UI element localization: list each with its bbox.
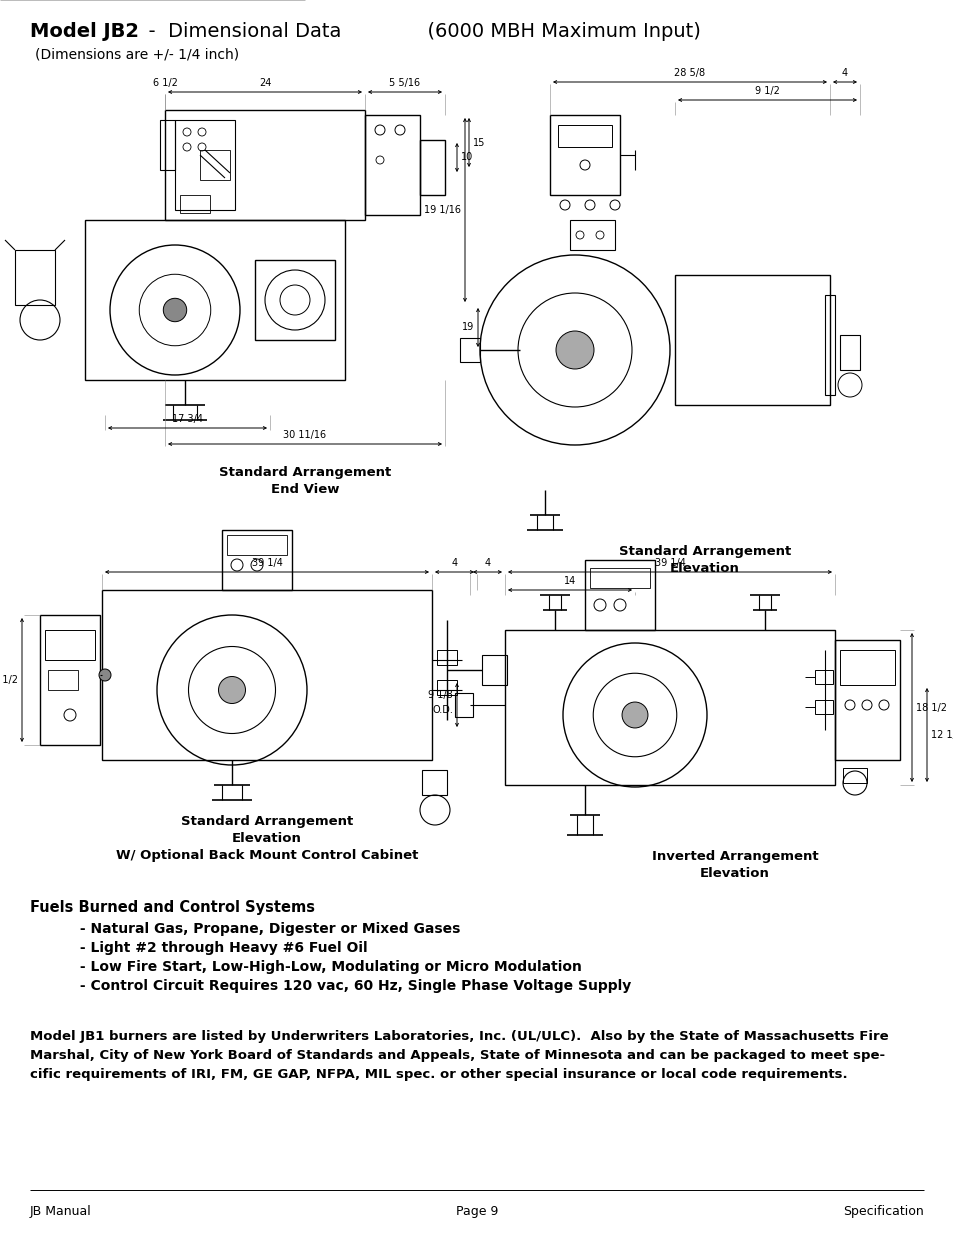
Bar: [200, 149, 230, 180]
Bar: [174, 120, 234, 210]
Bar: [558, 125, 612, 147]
Text: Model JB1 burners are listed by Underwriters Laboratories, Inc. (UL/ULC).  Also : Model JB1 burners are listed by Underwri…: [30, 1030, 887, 1044]
Text: - Low Fire Start, Low-High-Low, Modulating or Micro Modulation: - Low Fire Start, Low-High-Low, Modulati…: [75, 960, 581, 974]
Text: Standard Arrangement: Standard Arrangement: [181, 815, 353, 827]
Text: 5 5/16: 5 5/16: [389, 78, 420, 88]
Text: 28 5/8: 28 5/8: [674, 68, 705, 78]
Bar: [15, 249, 55, 305]
Text: Page 9: Page 9: [456, 1205, 497, 1218]
Bar: [584, 559, 655, 630]
Bar: [85, 220, 345, 380]
Text: 19 1/16: 19 1/16: [423, 205, 460, 215]
Bar: [254, 261, 335, 340]
Text: - Light #2 through Heavy #6 Fuel Oil: - Light #2 through Heavy #6 Fuel Oil: [75, 941, 367, 955]
Text: Standard Arrangement: Standard Arrangement: [618, 545, 790, 558]
Text: Model JB2: Model JB2: [30, 22, 139, 41]
Text: Specification: Specification: [842, 1205, 923, 1218]
Text: Inverted Arrangement: Inverted Arrangement: [651, 850, 818, 863]
Bar: [365, 115, 419, 215]
Bar: [419, 140, 444, 195]
Bar: [842, 768, 866, 783]
Bar: [834, 640, 899, 760]
Text: Elevation: Elevation: [232, 832, 301, 845]
Text: 30 11/16: 30 11/16: [283, 430, 326, 440]
Text: Standard Arrangement: Standard Arrangement: [218, 466, 391, 479]
Bar: [40, 615, 100, 745]
Text: Elevation: Elevation: [669, 562, 740, 576]
Bar: [45, 630, 95, 659]
Text: 10: 10: [460, 152, 473, 163]
Circle shape: [163, 299, 187, 321]
Text: JB Manual: JB Manual: [30, 1205, 91, 1218]
Bar: [459, 338, 479, 362]
Bar: [421, 769, 447, 795]
Bar: [504, 630, 834, 785]
Bar: [814, 700, 832, 714]
Text: 19: 19: [461, 322, 474, 332]
Bar: [814, 671, 832, 684]
Circle shape: [621, 701, 647, 727]
Bar: [481, 655, 506, 685]
Text: 24: 24: [258, 78, 271, 88]
Text: O.D.: O.D.: [432, 705, 453, 715]
Text: 9 1/8: 9 1/8: [428, 690, 453, 700]
Text: - Natural Gas, Propane, Digester or Mixed Gases: - Natural Gas, Propane, Digester or Mixe…: [75, 923, 460, 936]
Bar: [48, 671, 78, 690]
Text: 4: 4: [841, 68, 847, 78]
Text: Fuels Burned and Control Systems: Fuels Burned and Control Systems: [30, 900, 314, 915]
Bar: [180, 195, 210, 212]
Circle shape: [99, 669, 111, 680]
Text: 19 1/2: 19 1/2: [0, 676, 18, 685]
Text: 39 1/4: 39 1/4: [252, 558, 282, 568]
Text: (6000 MBH Maximum Input): (6000 MBH Maximum Input): [390, 22, 700, 41]
Text: 14: 14: [563, 576, 576, 585]
Circle shape: [556, 331, 594, 369]
Text: 18 1/2: 18 1/2: [915, 703, 946, 713]
Text: End View: End View: [271, 483, 339, 496]
Text: Marshal, City of New York Board of Standards and Appeals, State of Minnesota and: Marshal, City of New York Board of Stand…: [30, 1049, 884, 1062]
Bar: [569, 220, 615, 249]
Bar: [222, 530, 292, 590]
Text: 39 1/4: 39 1/4: [654, 558, 684, 568]
Bar: [840, 335, 859, 370]
Bar: [165, 110, 365, 220]
Text: (Dimensions are +/- 1/4 inch): (Dimensions are +/- 1/4 inch): [35, 47, 239, 61]
Text: - Control Circuit Requires 120 vac, 60 Hz, Single Phase Voltage Supply: - Control Circuit Requires 120 vac, 60 H…: [75, 979, 631, 993]
Text: 4: 4: [451, 558, 457, 568]
Circle shape: [218, 677, 245, 704]
Text: cific requirements of IRI, FM, GE GAP, NFPA, MIL spec. or other special insuranc: cific requirements of IRI, FM, GE GAP, N…: [30, 1068, 846, 1081]
Bar: [102, 590, 432, 760]
Bar: [436, 650, 456, 664]
Text: 9 1/2: 9 1/2: [754, 86, 780, 96]
Bar: [227, 535, 287, 555]
Text: -  Dimensional Data: - Dimensional Data: [136, 22, 341, 41]
Text: 12 1/8: 12 1/8: [930, 730, 953, 740]
Bar: [436, 680, 456, 695]
Text: W/ Optional Back Mount Control Cabinet: W/ Optional Back Mount Control Cabinet: [115, 848, 417, 862]
Text: 15: 15: [473, 137, 485, 147]
Text: 17 3/4: 17 3/4: [172, 414, 203, 424]
Bar: [455, 693, 473, 718]
Bar: [589, 568, 649, 588]
Text: 4: 4: [484, 558, 490, 568]
Bar: [840, 650, 894, 685]
Bar: [550, 115, 619, 195]
Text: 6 1/2: 6 1/2: [152, 78, 177, 88]
Bar: [675, 275, 829, 405]
Text: Elevation: Elevation: [700, 867, 769, 881]
Bar: [160, 120, 174, 170]
Bar: [824, 295, 834, 395]
